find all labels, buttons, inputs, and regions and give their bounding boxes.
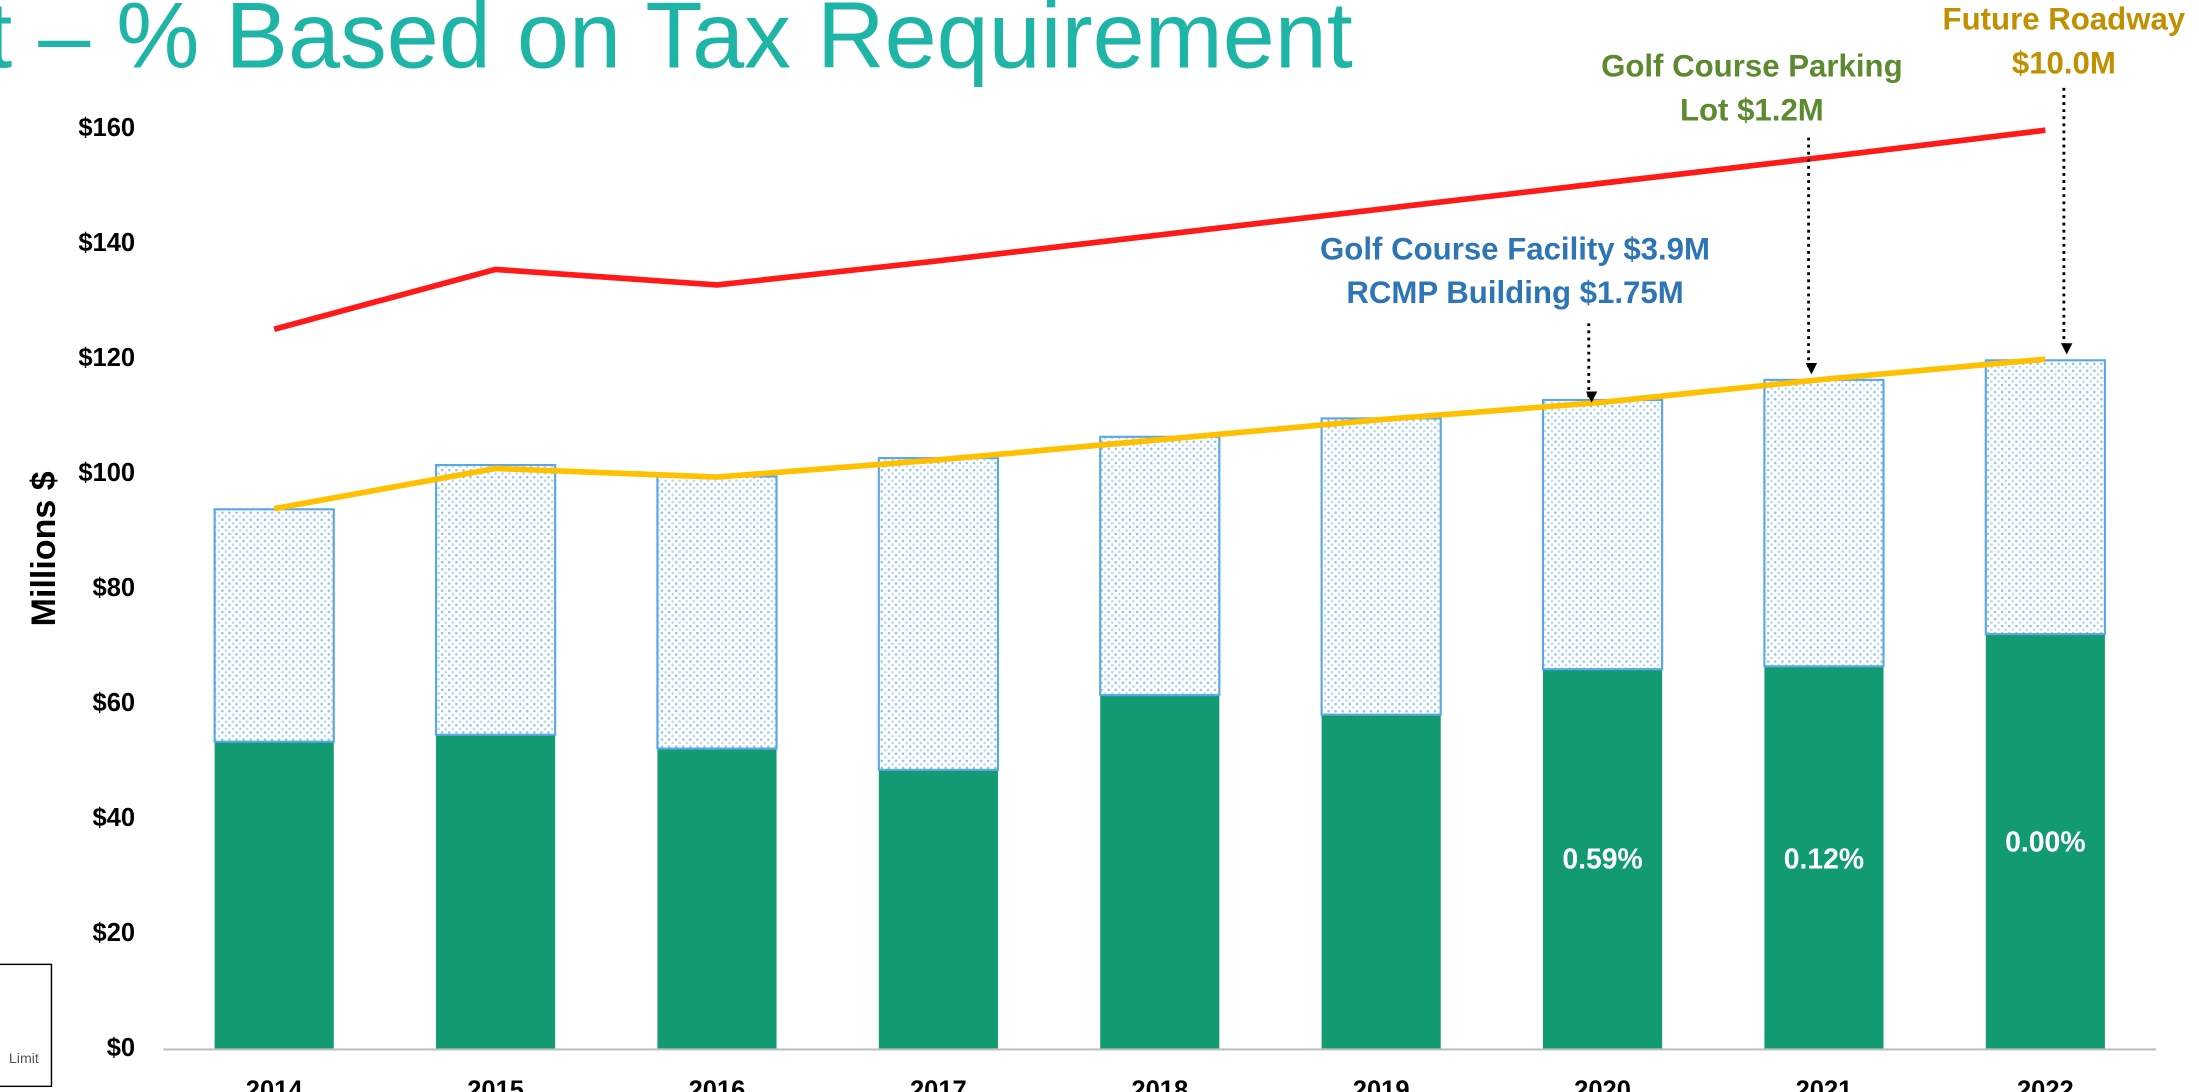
y-tick-label: $60 bbox=[93, 689, 136, 717]
bar bbox=[877, 457, 1000, 771]
x-tick-label: 2022 bbox=[2017, 1077, 2074, 1092]
annotation: Future Roadway bbox=[1943, 2, 2186, 37]
y-tick-label: $100 bbox=[78, 459, 135, 487]
x-tick-label: 2015 bbox=[467, 1077, 524, 1092]
bar bbox=[878, 769, 998, 1050]
annotation: Golf Course Parking bbox=[1601, 48, 1903, 83]
bar bbox=[1542, 669, 1663, 1050]
x-tick-label: 2021 bbox=[1796, 1077, 1853, 1092]
y-tick-label: $120 bbox=[78, 344, 135, 372]
x-tick-label: 2020 bbox=[1574, 1077, 1631, 1092]
bar bbox=[657, 748, 777, 1050]
bar-label: 0.59% bbox=[1562, 843, 1642, 875]
annotation: Lot $1.2M bbox=[1680, 92, 1824, 127]
bar-label: 0.00% bbox=[2005, 826, 2085, 858]
bar-label: 0.12% bbox=[1784, 843, 1864, 875]
y-tick-label: $140 bbox=[78, 229, 135, 257]
bar bbox=[1985, 634, 2105, 1050]
y-tick-label: $40 bbox=[93, 804, 136, 832]
bar bbox=[1320, 417, 1442, 716]
x-tick-label: 2017 bbox=[910, 1077, 967, 1092]
bar bbox=[1764, 666, 1884, 1050]
bar bbox=[1100, 695, 1220, 1050]
line bbox=[273, 356, 2046, 512]
line bbox=[273, 127, 2046, 332]
bar bbox=[1984, 359, 2106, 636]
bar bbox=[1099, 435, 1221, 697]
y-tick-label: $80 bbox=[93, 574, 136, 602]
annotation: RCMP Building $1.75M bbox=[1346, 275, 1683, 310]
x-tick-label: 2018 bbox=[1131, 1077, 1188, 1092]
bar bbox=[1321, 714, 1441, 1050]
x-tick-label: 2016 bbox=[689, 1077, 746, 1092]
x-tick-label: 2014 bbox=[246, 1077, 304, 1092]
bar bbox=[436, 734, 556, 1050]
annotation: $10.0M bbox=[2012, 45, 2116, 80]
y-tick-label: $0 bbox=[107, 1034, 135, 1062]
bar bbox=[214, 741, 334, 1050]
legend-text: Limit bbox=[9, 1051, 39, 1067]
bar bbox=[434, 463, 557, 736]
y-tick-label: $160 bbox=[78, 114, 135, 142]
y-tick-label: $20 bbox=[93, 919, 136, 947]
legend-box bbox=[0, 963, 53, 1088]
x-tick-label: 2019 bbox=[1353, 1077, 1410, 1092]
annotation: Golf Course Facility $3.9M bbox=[1320, 231, 1710, 266]
bar bbox=[656, 475, 778, 750]
chart-title: t – % Based on Tax Requirement bbox=[0, 0, 1353, 87]
bar bbox=[1541, 398, 1664, 671]
bar bbox=[1763, 378, 1885, 668]
y-axis-label: Millions $ bbox=[25, 471, 63, 626]
bar bbox=[213, 508, 335, 743]
